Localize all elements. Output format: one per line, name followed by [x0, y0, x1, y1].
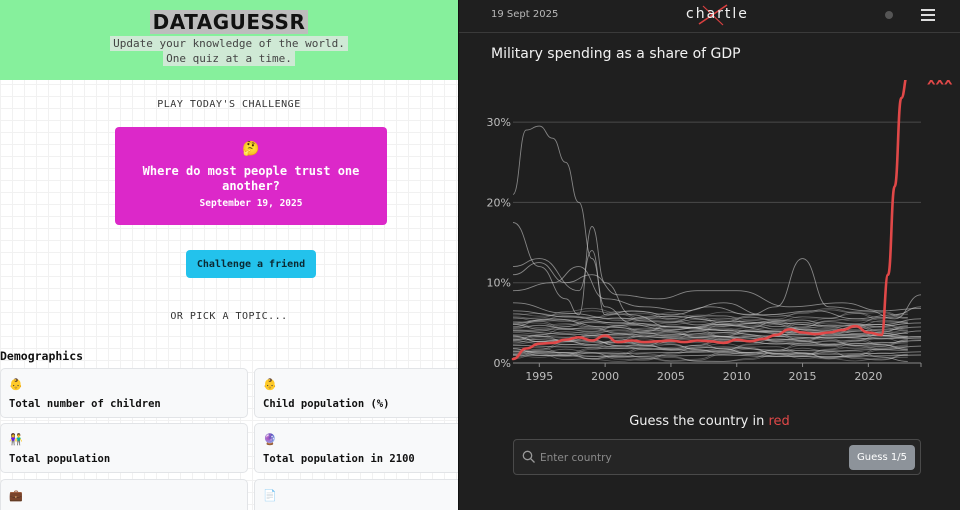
briefcase-icon: 💼	[9, 489, 23, 502]
country-input-box: Guess 1/5	[513, 439, 921, 475]
y-tick-label: 10%	[487, 277, 511, 290]
chartle-logo[interactable]: chartle	[686, 6, 749, 22]
guess-prompt: Guess the country in red	[459, 414, 960, 429]
dataguessr-pane: DATAGUESSR Update your knowledge of the …	[0, 0, 458, 510]
date-label: 19 Sept 2025	[491, 9, 558, 20]
country-input[interactable]	[540, 448, 840, 468]
thinking-face-icon: 🤔	[115, 141, 387, 157]
topic-card[interactable]: 💼	[0, 479, 248, 510]
topic-card[interactable]: 🔮 Total population in 2100	[254, 423, 458, 473]
topic-label: Total number of children	[9, 398, 161, 410]
daily-challenge-card[interactable]: 🤔 Where do most people trust one another…	[115, 127, 387, 225]
x-tick-label: 2015	[789, 370, 817, 383]
topic-card[interactable]: 👶 Total number of children	[0, 368, 248, 418]
highlight-series-label: XXX	[927, 80, 953, 87]
highlight-color-word: red	[768, 414, 789, 429]
x-tick-label: 2010	[723, 370, 751, 383]
x-tick-label: 1995	[525, 370, 553, 383]
challenge-date: September 19, 2025	[115, 198, 387, 209]
document-icon: 📄	[263, 489, 277, 502]
tagline-line-1: Update your knowledge of the world.	[0, 37, 458, 50]
guess-button[interactable]: Guess 1/5	[849, 445, 915, 470]
crystal-ball-icon: 🔮	[263, 433, 277, 446]
hero-banner: DATAGUESSR Update your knowledge of the …	[0, 0, 458, 80]
topic-card[interactable]: 👫 Total population	[0, 423, 248, 473]
topic-card[interactable]: 📄	[254, 479, 458, 510]
other-series-line	[513, 251, 921, 319]
tagline-line-2: One quiz at a time.	[0, 52, 458, 65]
pick-topic-heading: OR PICK A TOPIC...	[0, 311, 458, 322]
topic-label: Total population	[9, 453, 110, 465]
y-tick-label: 20%	[487, 196, 511, 209]
search-icon	[522, 450, 536, 464]
x-tick-label: 2005	[657, 370, 685, 383]
dataguessr-logo[interactable]: DATAGUESSR	[0, 10, 458, 34]
x-tick-label: 2020	[854, 370, 882, 383]
play-today-heading: PLAY TODAY'S CHALLENGE	[0, 99, 458, 110]
topic-label: Child population (%)	[263, 398, 389, 410]
x-tick-label: 2000	[591, 370, 619, 383]
topic-label: Total population in 2100	[263, 453, 415, 465]
challenge-question: Where do most people trust one another?	[129, 164, 373, 194]
chartle-pane: 19 Sept 2025 chartle Military spending a…	[458, 0, 960, 510]
status-dot-icon[interactable]	[885, 11, 893, 19]
top-bar: 19 Sept 2025 chartle	[459, 0, 960, 33]
topic-card[interactable]: 👶 Child population (%)	[254, 368, 458, 418]
line-chart: 0% 10% 20% 30% 1995 2000 2005 2010 2015 2020 XXX	[459, 80, 960, 390]
couple-icon: 👫	[9, 433, 23, 446]
y-tick-label: 0%	[494, 357, 511, 370]
hamburger-menu-icon[interactable]	[921, 9, 935, 21]
baby-icon: 👶	[9, 378, 23, 391]
chart-title: Military spending as a share of GDP	[491, 46, 741, 62]
section-title-demographics: Demographics	[0, 349, 83, 363]
y-tick-label: 30%	[487, 116, 511, 129]
baby-icon: 👶	[263, 378, 277, 391]
challenge-friend-button[interactable]: Challenge a friend	[186, 250, 316, 278]
